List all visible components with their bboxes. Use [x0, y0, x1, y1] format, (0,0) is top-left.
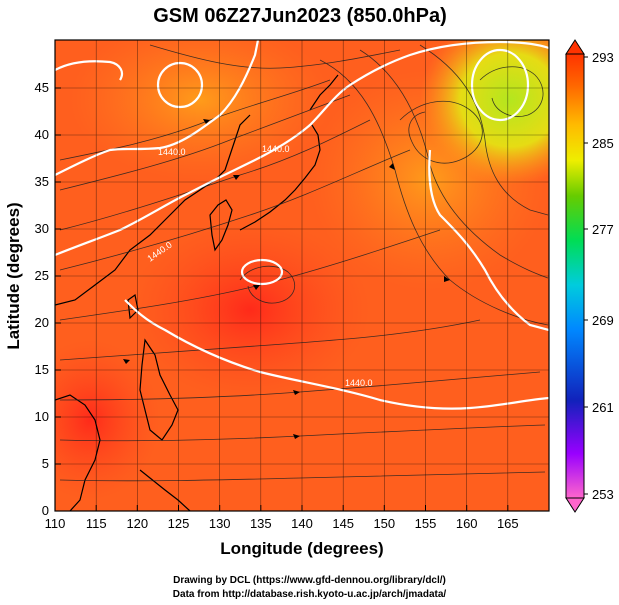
arrow	[389, 163, 395, 170]
x-tick-label: 110	[45, 516, 66, 531]
streamline-eddy	[399, 100, 483, 164]
streamline-arrows	[123, 119, 450, 439]
chart-title: GSM 06Z27Jun2023 (850.0hPa)	[153, 5, 446, 27]
contour-label: 1440.0	[345, 378, 373, 388]
warm-region-north	[70, 40, 330, 180]
contour-line	[124, 299, 549, 410]
colorbar-max-arrow	[565, 39, 585, 55]
x-tick-label: 165	[497, 516, 519, 531]
credit-drawing: Drawing by DCL (https://www.gfd-dennou.o…	[173, 575, 446, 586]
arrow	[293, 434, 300, 439]
contour-line	[55, 40, 549, 257]
contour-line	[55, 60, 124, 81]
coastline-borneo	[139, 469, 191, 511]
colorbar-label: 269	[592, 313, 614, 328]
contour-closed-high	[240, 258, 284, 286]
x-tick-label: 150	[373, 516, 395, 531]
y-tick-label: 20	[35, 315, 49, 330]
arrow	[253, 285, 260, 290]
coastline-korea	[209, 199, 233, 252]
y-tick-label: 10	[35, 409, 49, 424]
streamline-eddy	[239, 265, 296, 304]
x-tick-label: 155	[415, 516, 437, 531]
y-axis-ticks	[55, 87, 61, 512]
colorbar: 293 285 277 269 261 253	[565, 39, 614, 513]
streamline	[59, 319, 481, 361]
y-tick-label: 30	[35, 221, 49, 236]
x-tick-label: 160	[456, 516, 478, 531]
contour-label: 1440.0	[158, 147, 186, 157]
arrow	[444, 276, 450, 282]
colorbar-label: 253	[592, 487, 614, 502]
colorbar-label: 277	[592, 222, 614, 237]
arrow	[123, 359, 130, 364]
colorbar-min-arrow	[565, 497, 585, 513]
y-tick-label: 15	[35, 362, 49, 377]
x-tick-label: 115	[86, 516, 107, 531]
x-axis-ticks	[54, 505, 509, 511]
x-tick-label: 120	[126, 516, 148, 531]
streamline	[319, 59, 549, 326]
x-tick-labels: 110 115 120 125 130 135 140 145 150 155 …	[45, 516, 519, 531]
cool-region	[420, 40, 549, 185]
streamline	[59, 149, 411, 271]
hot-region-west	[55, 340, 160, 500]
streamline	[419, 44, 549, 216]
x-tick-label: 130	[209, 516, 231, 531]
colorbar-label: 285	[592, 136, 614, 151]
y-axis-label: Latitude (degrees)	[4, 202, 23, 349]
arrow	[203, 119, 210, 124]
coastline-philippines	[139, 338, 179, 441]
y-tick-label: 0	[42, 503, 49, 518]
x-tick-label: 140	[291, 516, 313, 531]
x-tick-label: 145	[332, 516, 354, 531]
x-tick-label: 135	[250, 516, 272, 531]
contour-closed-cool	[470, 48, 530, 122]
y-tick-label: 5	[42, 456, 49, 471]
arrow	[233, 175, 240, 180]
y-tick-labels: 0 5 10 15 20 25 30 35 40 45	[35, 80, 49, 518]
coastlines	[55, 74, 339, 511]
contour-closed	[156, 61, 204, 109]
map-plot-area: 1440.0 1440.0 1440.0 1440.0	[55, 40, 549, 511]
coastline-hokkaido	[309, 74, 339, 111]
x-tick-label: 125	[168, 516, 190, 531]
credit-data: Data from http://database.rish.kyoto-u.a…	[172, 589, 447, 600]
coastline-china	[55, 114, 251, 306]
y-tick-label: 45	[35, 80, 49, 95]
colorbar-bar	[565, 53, 585, 499]
coastline-taiwan	[127, 293, 139, 320]
colorbar-label: 293	[592, 50, 614, 65]
y-tick-label: 25	[35, 268, 49, 283]
colorbar-label: 261	[592, 400, 614, 415]
streamline	[359, 49, 549, 279]
streamlines	[59, 44, 549, 482]
contour-label: 1440.0	[262, 144, 290, 154]
grid-lines	[55, 40, 549, 511]
coastline-japan	[239, 124, 321, 231]
arrow	[293, 390, 300, 395]
y-tick-label: 40	[35, 127, 49, 142]
streamline	[149, 44, 401, 69]
hot-region	[130, 220, 370, 400]
streamline	[59, 94, 351, 191]
x-axis-label: Longitude (degrees)	[220, 539, 383, 558]
coastline-indochina	[55, 394, 101, 511]
contour-line	[55, 40, 260, 176]
streamline-eddy	[479, 66, 544, 117]
y-tick-label: 35	[35, 174, 49, 189]
